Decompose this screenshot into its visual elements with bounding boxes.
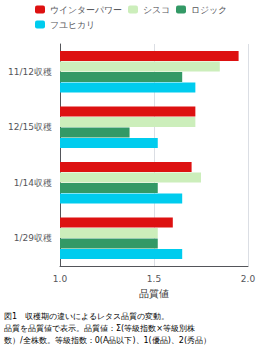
svg-text:11/12収穫: 11/12収穫 bbox=[8, 67, 52, 77]
svg-text:1.5: 1.5 bbox=[147, 274, 161, 284]
svg-text:数）/全株数。等級指数：0(A品以下)、1(優品)、2(秀品: 数）/全株数。等級指数：0(A品以下)、1(優品)、2(秀品） bbox=[4, 336, 211, 345]
svg-text:ロジック: ロジック bbox=[191, 5, 227, 15]
svg-text:フユヒカリ: フユヒカリ bbox=[50, 20, 95, 30]
svg-text:品質値: 品質値 bbox=[139, 288, 169, 299]
svg-text:1/29収穫: 1/29収穫 bbox=[14, 233, 52, 243]
svg-text:図1 収穫期の違いによるレタス品質の変動。: 図1 収穫期の違いによるレタス品質の変動。 bbox=[4, 312, 169, 321]
svg-text:ウインターパワー: ウインターパワー bbox=[50, 5, 122, 15]
svg-text:1/14収穫: 1/14収穫 bbox=[14, 178, 52, 188]
svg-text:シスコ: シスコ bbox=[143, 5, 170, 15]
svg-text:1.0: 1.0 bbox=[53, 274, 68, 284]
svg-text:12/15収穫: 12/15収穫 bbox=[8, 122, 52, 132]
svg-text:品質を品質値で表示。品質値：Σ(等級指数×等級別株: 品質を品質値で表示。品質値：Σ(等級指数×等級別株 bbox=[4, 324, 195, 333]
svg-text:2.0: 2.0 bbox=[241, 274, 256, 284]
